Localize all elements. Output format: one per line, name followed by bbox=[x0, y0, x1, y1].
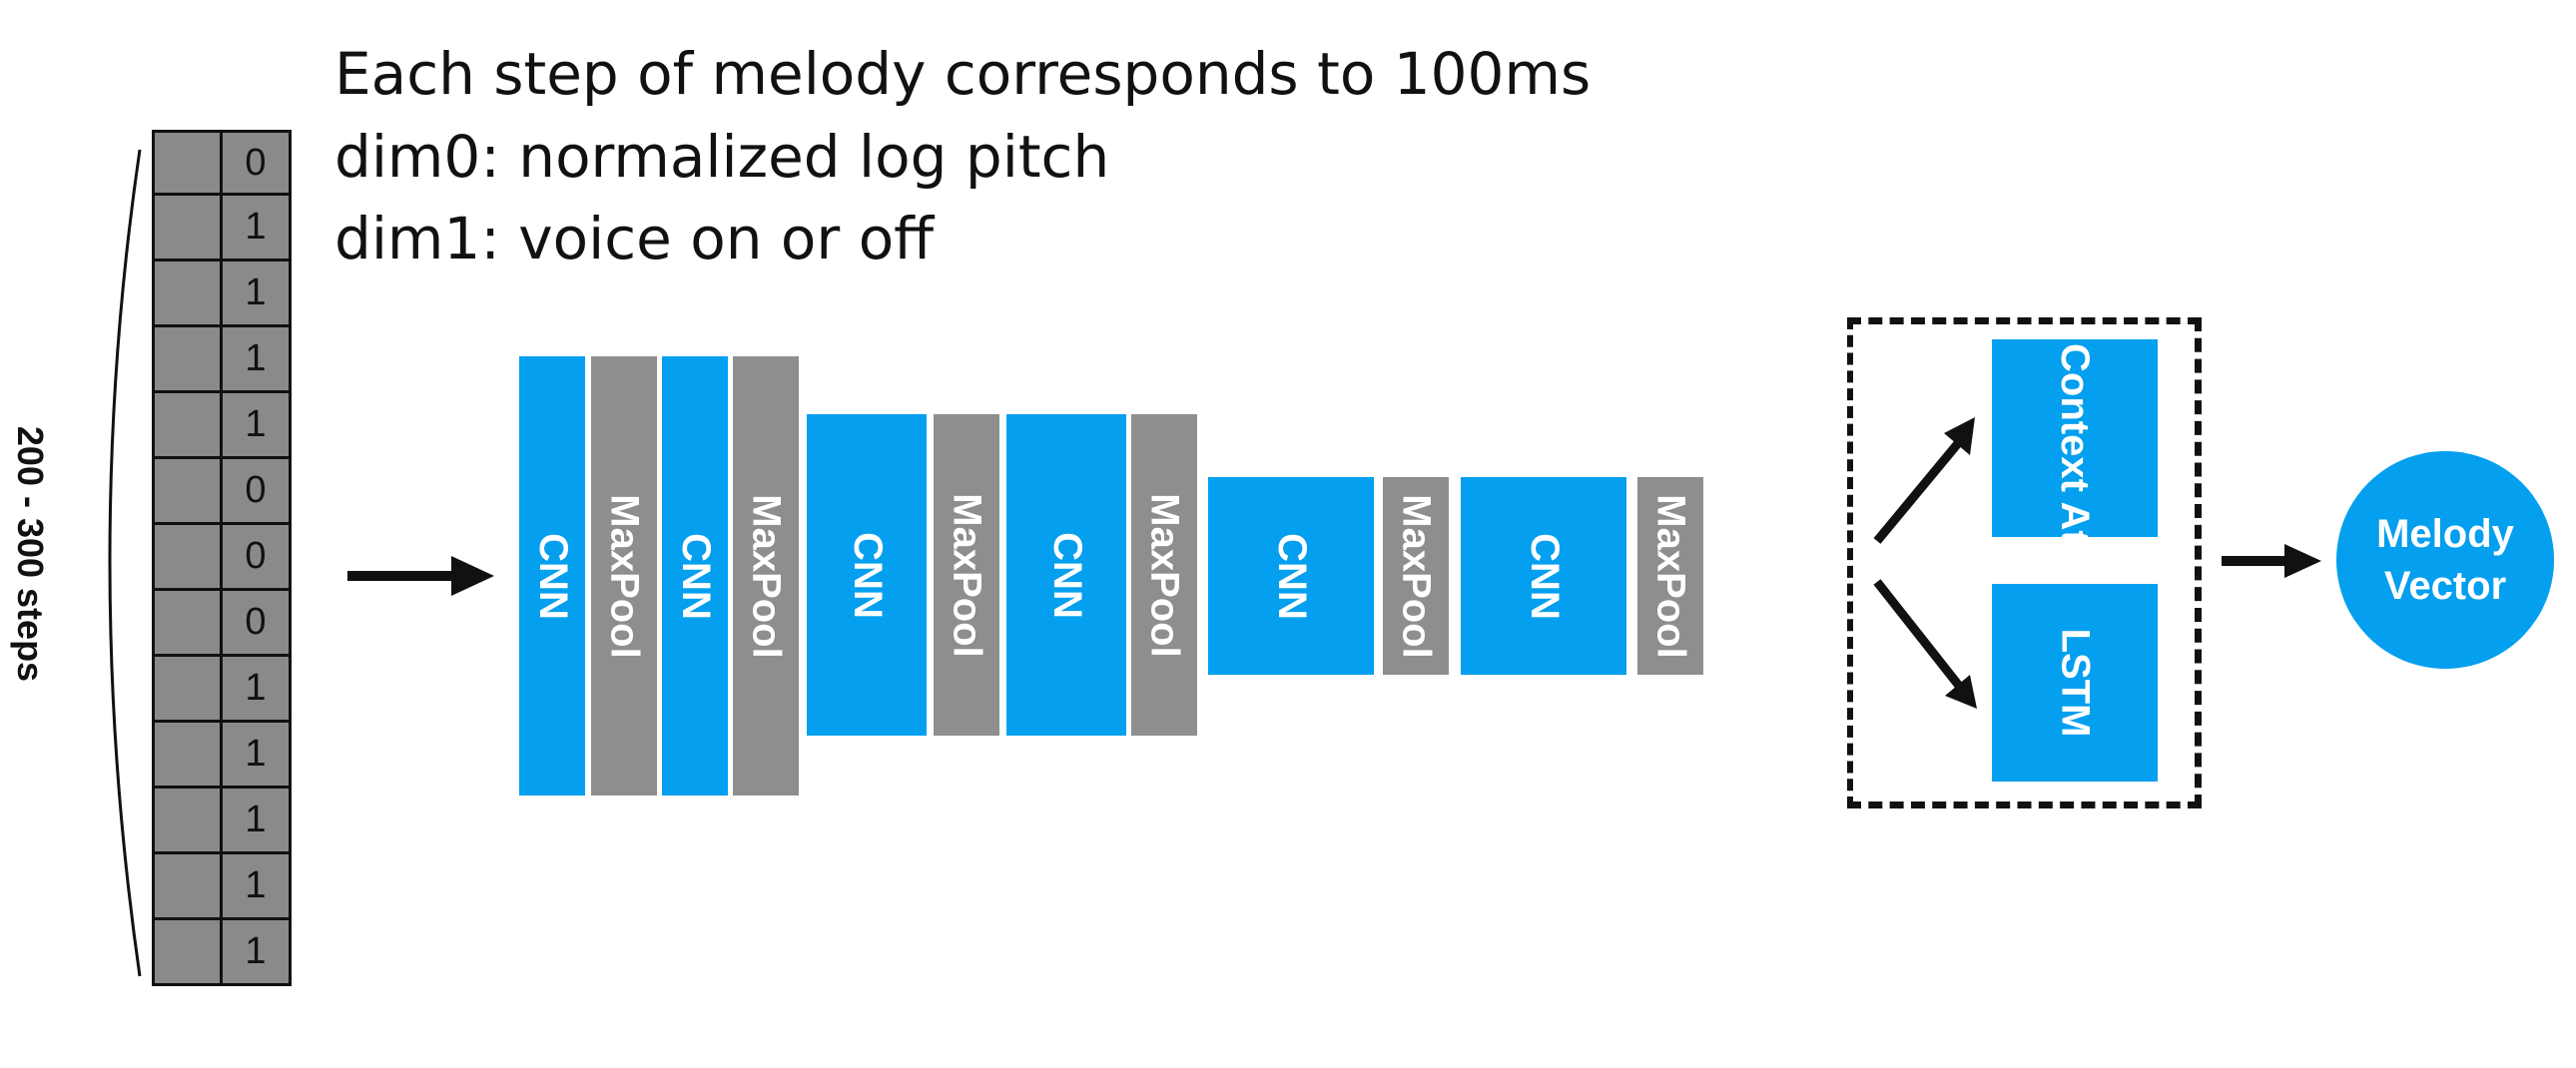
sequence-step-row: 0 bbox=[152, 591, 292, 657]
input-arrow bbox=[347, 556, 494, 596]
caption-dim0: dim0: normalized log pitch bbox=[334, 123, 1110, 191]
cnn-layer: CNN bbox=[1208, 477, 1374, 675]
sequence-step-row: 1 bbox=[152, 920, 292, 986]
maxpool-layer: MaxPool bbox=[733, 356, 799, 796]
melody-vector-node: Melody Vector bbox=[2336, 451, 2554, 669]
lstm-block: LSTM bbox=[1992, 584, 2158, 782]
pitch-cell bbox=[152, 262, 222, 327]
pitch-cell bbox=[152, 393, 222, 459]
sequence-step-row: 1 bbox=[152, 723, 292, 789]
sequence-step-row: 1 bbox=[152, 854, 292, 920]
melody-vector-line2: Vector bbox=[2383, 564, 2507, 608]
cnn-layer: CNN bbox=[662, 356, 728, 796]
pitch-cell bbox=[152, 657, 222, 723]
pitch-cell bbox=[152, 130, 222, 196]
cnn-layer: CNN bbox=[807, 414, 927, 736]
voice-cell: 1 bbox=[222, 327, 292, 393]
pitch-cell bbox=[152, 591, 222, 657]
pitch-cell bbox=[152, 196, 222, 262]
maxpool-layer: MaxPool bbox=[934, 414, 999, 736]
voice-cell: 1 bbox=[222, 789, 292, 854]
voice-cell: 0 bbox=[222, 459, 292, 525]
output-arrow bbox=[2222, 544, 2321, 578]
voice-cell: 1 bbox=[222, 196, 292, 262]
sequence-step-row: 1 bbox=[152, 789, 292, 854]
voice-cell: 1 bbox=[222, 657, 292, 723]
voice-cell: 1 bbox=[222, 393, 292, 459]
voice-cell: 0 bbox=[222, 130, 292, 196]
sequence-step-row: 0 bbox=[152, 459, 292, 525]
maxpool-layer: MaxPool bbox=[1131, 414, 1197, 736]
melody-vector-line1: Melody bbox=[2376, 512, 2514, 556]
voice-cell: 1 bbox=[222, 920, 292, 986]
maxpool-layer: MaxPool bbox=[1383, 477, 1449, 675]
sequence-step-row: 1 bbox=[152, 196, 292, 262]
pitch-cell bbox=[152, 920, 222, 986]
sequence-step-row: 0 bbox=[152, 130, 292, 196]
sequence-step-row: 0 bbox=[152, 525, 292, 591]
sequence-length-bracket bbox=[108, 149, 142, 977]
sequence-step-row: 1 bbox=[152, 327, 292, 393]
maxpool-layer: MaxPool bbox=[1637, 477, 1703, 675]
context-attention-block: Context Attention bbox=[1992, 339, 2158, 677]
sequence-step-row: 1 bbox=[152, 393, 292, 459]
arrow-to-attention bbox=[1873, 417, 1975, 544]
cnn-layer: CNN bbox=[1006, 414, 1126, 736]
caption-step-duration: Each step of melody corresponds to 100ms bbox=[334, 40, 1592, 108]
sequence-heads-group bbox=[1847, 317, 2202, 808]
pitch-cell bbox=[152, 525, 222, 591]
arrow-to-lstm bbox=[1873, 579, 1977, 709]
voice-cell: 0 bbox=[222, 525, 292, 591]
pitch-cell bbox=[152, 854, 222, 920]
cnn-layer: CNN bbox=[1461, 477, 1626, 675]
pitch-cell bbox=[152, 327, 222, 393]
cnn-layer: CNN bbox=[519, 356, 585, 796]
sequence-step-row: 1 bbox=[152, 657, 292, 723]
voice-cell: 1 bbox=[222, 723, 292, 789]
caption-dim1: dim1: voice on or off bbox=[334, 205, 935, 272]
pitch-cell bbox=[152, 789, 222, 854]
maxpool-layer: MaxPool bbox=[591, 356, 657, 796]
voice-cell: 1 bbox=[222, 262, 292, 327]
pitch-cell bbox=[152, 723, 222, 789]
pitch-cell bbox=[152, 459, 222, 525]
sequence-step-row: 1 bbox=[152, 262, 292, 327]
voice-cell: 1 bbox=[222, 854, 292, 920]
voice-cell: 0 bbox=[222, 591, 292, 657]
